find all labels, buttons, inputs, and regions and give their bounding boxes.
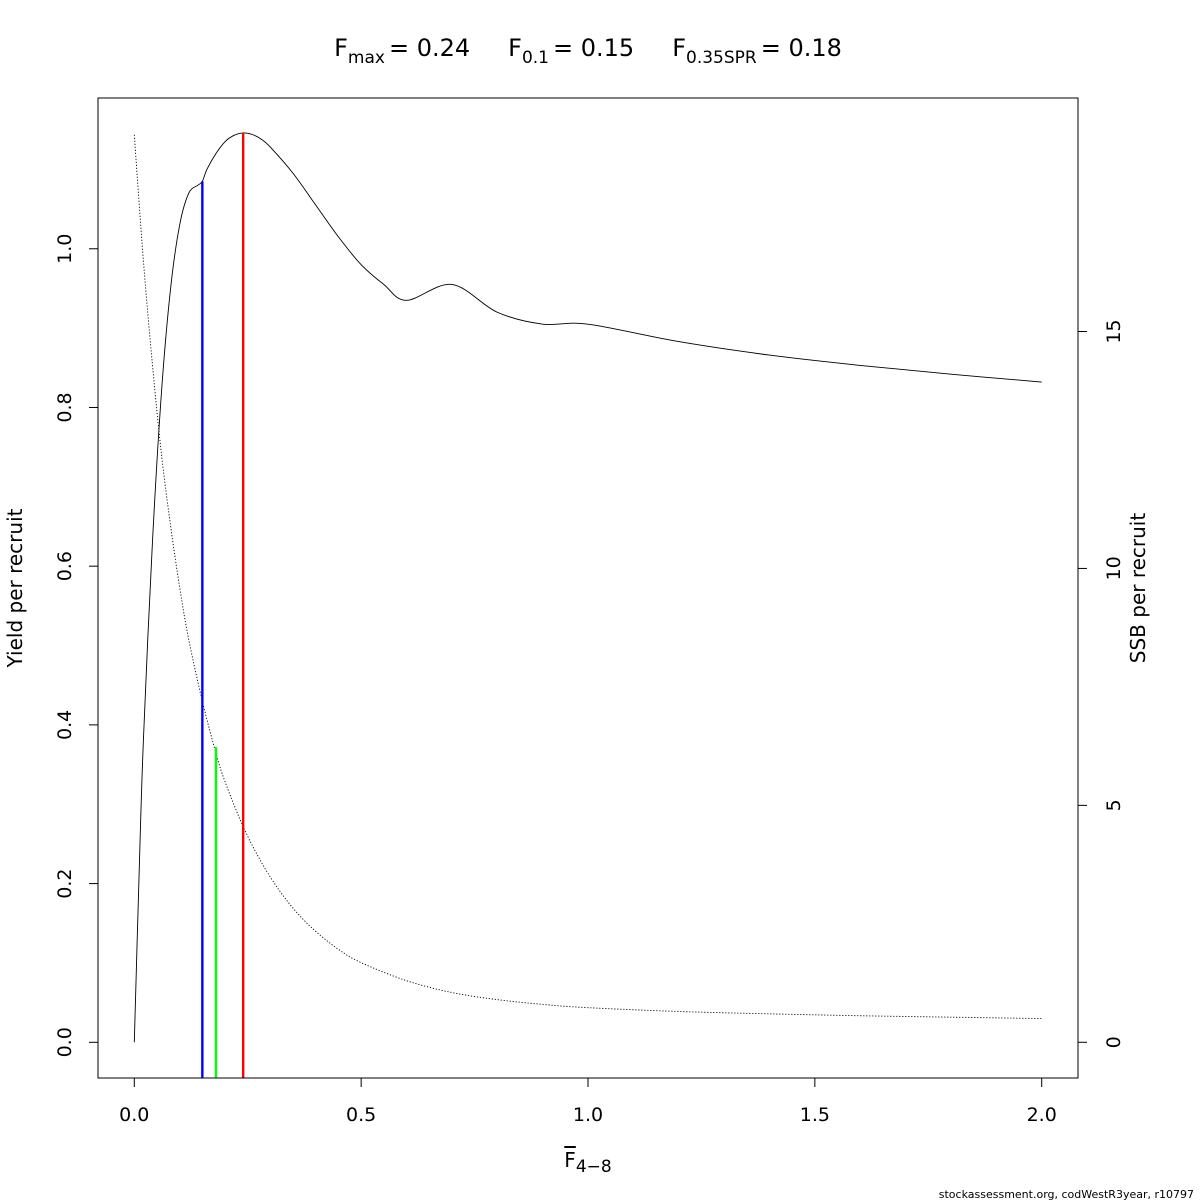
y-left-tick-label: 0.2 bbox=[54, 868, 76, 898]
plot-area bbox=[133, 132, 1042, 1078]
title-symbol: F bbox=[508, 34, 522, 62]
plot-frame bbox=[97, 97, 1079, 1079]
y-left-tick-label: 1.0 bbox=[54, 234, 76, 264]
y-left-tick-label: 0.0 bbox=[54, 1027, 76, 1057]
x-axis: 0.0 0.5 1.0 1.5 2.0 bbox=[119, 1077, 1057, 1126]
y-right-tick-label: 10 bbox=[1103, 556, 1125, 580]
title-symbol: F bbox=[672, 34, 686, 62]
x-tick-label: 2.0 bbox=[1027, 1104, 1057, 1126]
y-right-tick-label: 0 bbox=[1103, 1036, 1125, 1048]
footer-credit: stockassessment.org, codWestR3year, r107… bbox=[939, 1188, 1194, 1200]
ssb-curve bbox=[133, 134, 1042, 1020]
y-left-tick-label: 0.6 bbox=[54, 551, 76, 581]
title-subscript: 0.1 bbox=[522, 48, 549, 68]
y-axis-label-right: SSB per recruit bbox=[1126, 513, 1150, 664]
y-axis-right: 0 5 10 15 bbox=[1077, 319, 1125, 1048]
x-tick-label: 1.0 bbox=[573, 1104, 603, 1126]
x-axis-label-symbol: F bbox=[564, 1148, 576, 1172]
x-tick-label: 0.0 bbox=[119, 1104, 149, 1126]
x-tick-label: 1.5 bbox=[800, 1104, 830, 1126]
x-tick-label: 0.5 bbox=[346, 1104, 376, 1126]
title-subscript: 0.35SPR bbox=[686, 48, 757, 68]
title-value: = 0.18 bbox=[761, 34, 842, 62]
title-value: = 0.24 bbox=[389, 34, 470, 62]
title-symbol: F bbox=[334, 34, 348, 62]
yield-curve bbox=[133, 132, 1042, 1043]
y-right-tick-label: 15 bbox=[1103, 319, 1125, 343]
x-axis-label-subscript: 4−8 bbox=[576, 1157, 612, 1177]
chart-title: Fmax = 0.24 F0.1 = 0.15 F0.35SPR = 0.18 bbox=[334, 34, 842, 68]
x-axis-label: F4−8 bbox=[564, 1148, 611, 1177]
y-right-tick-label: 5 bbox=[1103, 799, 1125, 811]
y-axis-left: 0.0 0.2 0.4 0.6 0.8 1.0 bbox=[54, 234, 99, 1057]
title-value: = 0.15 bbox=[553, 34, 634, 62]
y-left-tick-label: 0.8 bbox=[54, 392, 76, 422]
title-subscript: max bbox=[348, 48, 385, 68]
y-left-tick-label: 0.4 bbox=[54, 710, 76, 740]
y-axis-label-left: Yield per recruit bbox=[3, 508, 27, 668]
